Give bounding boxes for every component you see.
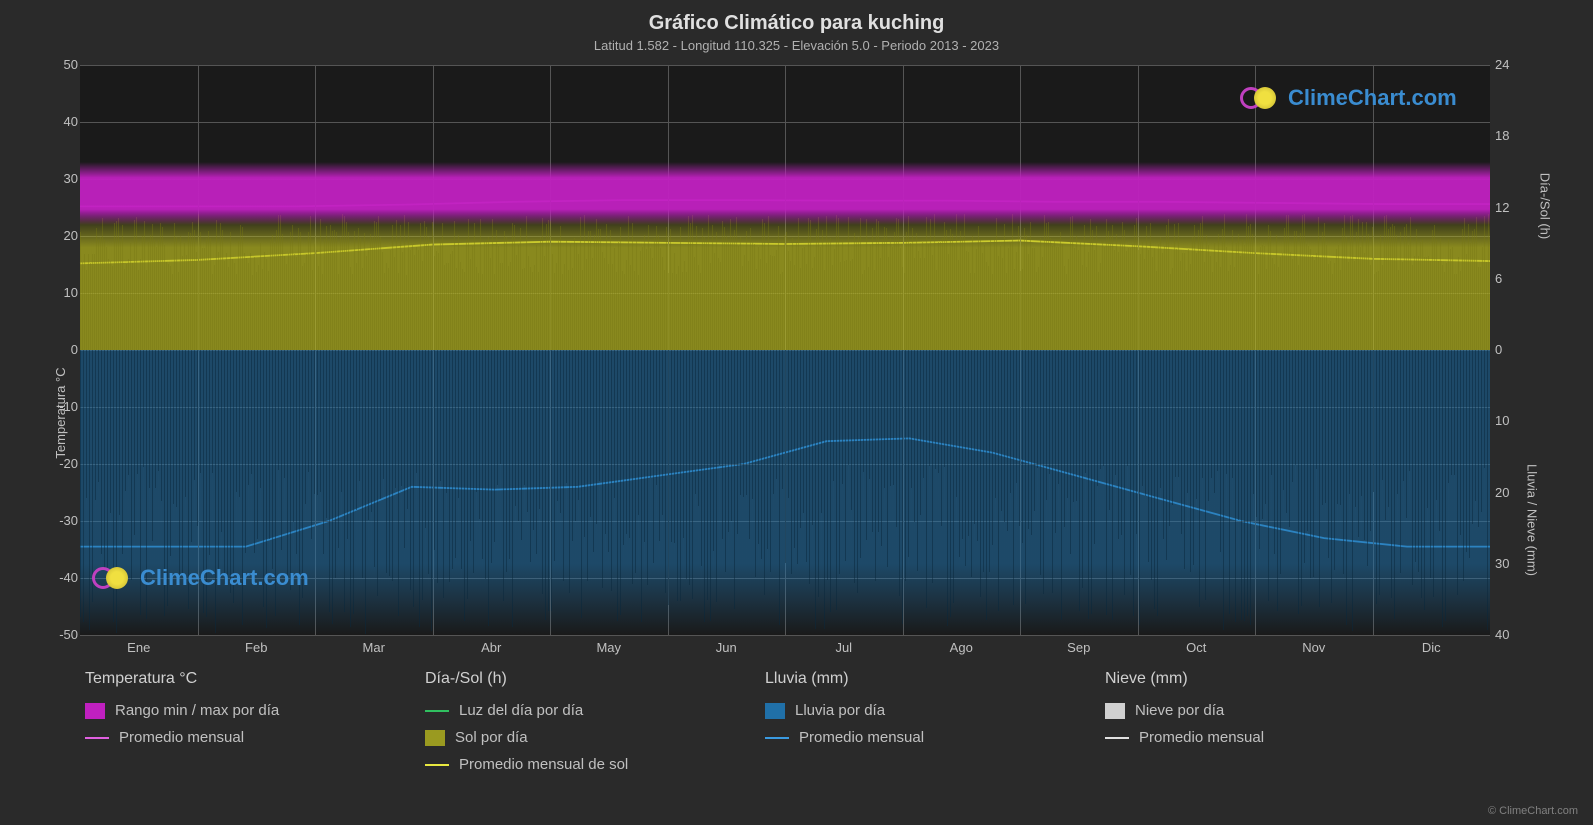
y-tick-right-bottom: 30 [1495,556,1535,571]
x-tick-month: Sep [1054,640,1104,655]
legend-label: Promedio mensual [1139,729,1264,746]
y-tick-left: -30 [38,513,78,528]
y-axis-right-top-label: Día-/Sol (h) [1537,173,1552,239]
x-tick-month: Dic [1406,640,1456,655]
x-tick-month: Jul [819,640,869,655]
y-tick-left: -40 [38,570,78,585]
watermark: ClimeChart.com [1240,85,1457,111]
legend-item: Luz del día por día [425,702,705,719]
legend-swatch [425,710,449,712]
y-tick-left: 20 [38,228,78,243]
legend-swatch [1105,703,1125,719]
y-tick-left: 30 [38,171,78,186]
legend-item: Rango min / max por día [85,702,365,719]
y-tick-left: -50 [38,627,78,642]
y-tick-left: 0 [38,342,78,357]
x-tick-month: Oct [1171,640,1221,655]
legend-swatch [425,730,445,746]
x-tick-month: Mar [349,640,399,655]
x-tick-month: Abr [466,640,516,655]
chart-subtitle: Latitud 1.582 - Longitud 110.325 - Eleva… [0,38,1593,53]
sun-strips [80,213,1490,350]
x-tick-month: Nov [1289,640,1339,655]
watermark-text: ClimeChart.com [1288,85,1457,111]
legend-header: Temperatura °C [85,670,365,688]
watermark-text: ClimeChart.com [140,565,309,591]
logo-icon [1240,86,1280,110]
logo-icon [92,566,132,590]
legend-label: Rango min / max por día [115,702,279,719]
legend-item: Nieve por día [1105,702,1385,719]
y-tick-right-bottom: 20 [1495,485,1535,500]
temp-band [80,162,1490,225]
legend-column: Lluvia (mm) Lluvia por día Promedio mensua… [765,670,1045,773]
legend-column: Nieve (mm) Nieve por día Promedio mensual [1105,670,1385,773]
legend-label: Sol por día [455,729,528,746]
legend-swatch [85,703,105,719]
legend-label: Lluvia por día [795,702,885,719]
legend-item: Promedio mensual [85,729,365,746]
x-tick-month: May [584,640,634,655]
y-tick-right-top: 18 [1495,128,1535,143]
legend-swatch [765,737,789,739]
legend-item: Sol por día [425,729,705,746]
legend-item: Lluvia por día [765,702,1045,719]
legend: Temperatura °C Rango min / max por día Pro… [85,670,1553,773]
x-tick-month: Ago [936,640,986,655]
x-tick-month: Jun [701,640,751,655]
legend-label: Nieve por día [1135,702,1224,719]
y-tick-right-top: 12 [1495,200,1535,215]
y-tick-left: 40 [38,114,78,129]
y-tick-right-top: 0 [1495,342,1535,357]
x-tick-month: Ene [114,640,164,655]
legend-label: Promedio mensual [799,729,924,746]
y-tick-right-bottom: 40 [1495,627,1535,642]
legend-header: Día-/Sol (h) [425,670,705,688]
grid-line-h [80,635,1490,636]
legend-column: Temperatura °C Rango min / max por día Pro… [85,670,365,773]
legend-item: Promedio mensual de sol [425,756,705,773]
legend-label: Promedio mensual de sol [459,756,628,773]
rain-strips [80,350,1490,635]
y-tick-right-bottom: 10 [1495,413,1535,428]
legend-column: Día-/Sol (h) Luz del día por día Sol por d… [425,670,705,773]
legend-swatch [1105,737,1129,739]
watermark: ClimeChart.com [92,565,309,591]
chart-plot-area [80,65,1490,635]
y-tick-left: 50 [38,57,78,72]
legend-header: Lluvia (mm) [765,670,1045,688]
y-tick-right-top: 6 [1495,271,1535,286]
legend-item: Promedio mensual [765,729,1045,746]
legend-item: Promedio mensual [1105,729,1385,746]
y-tick-right-top: 24 [1495,57,1535,72]
y-tick-left: 10 [38,285,78,300]
y-tick-left: -20 [38,456,78,471]
x-tick-month: Feb [231,640,281,655]
legend-swatch [425,764,449,766]
legend-label: Luz del día por día [459,702,583,719]
legend-label: Promedio mensual [119,729,244,746]
legend-swatch [85,737,109,739]
chart-title: Gráfico Climático para kuching [0,12,1593,35]
copyright-text: © ClimeChart.com [1488,805,1578,817]
y-tick-left: -10 [38,399,78,414]
legend-swatch [765,703,785,719]
legend-header: Nieve (mm) [1105,670,1385,688]
